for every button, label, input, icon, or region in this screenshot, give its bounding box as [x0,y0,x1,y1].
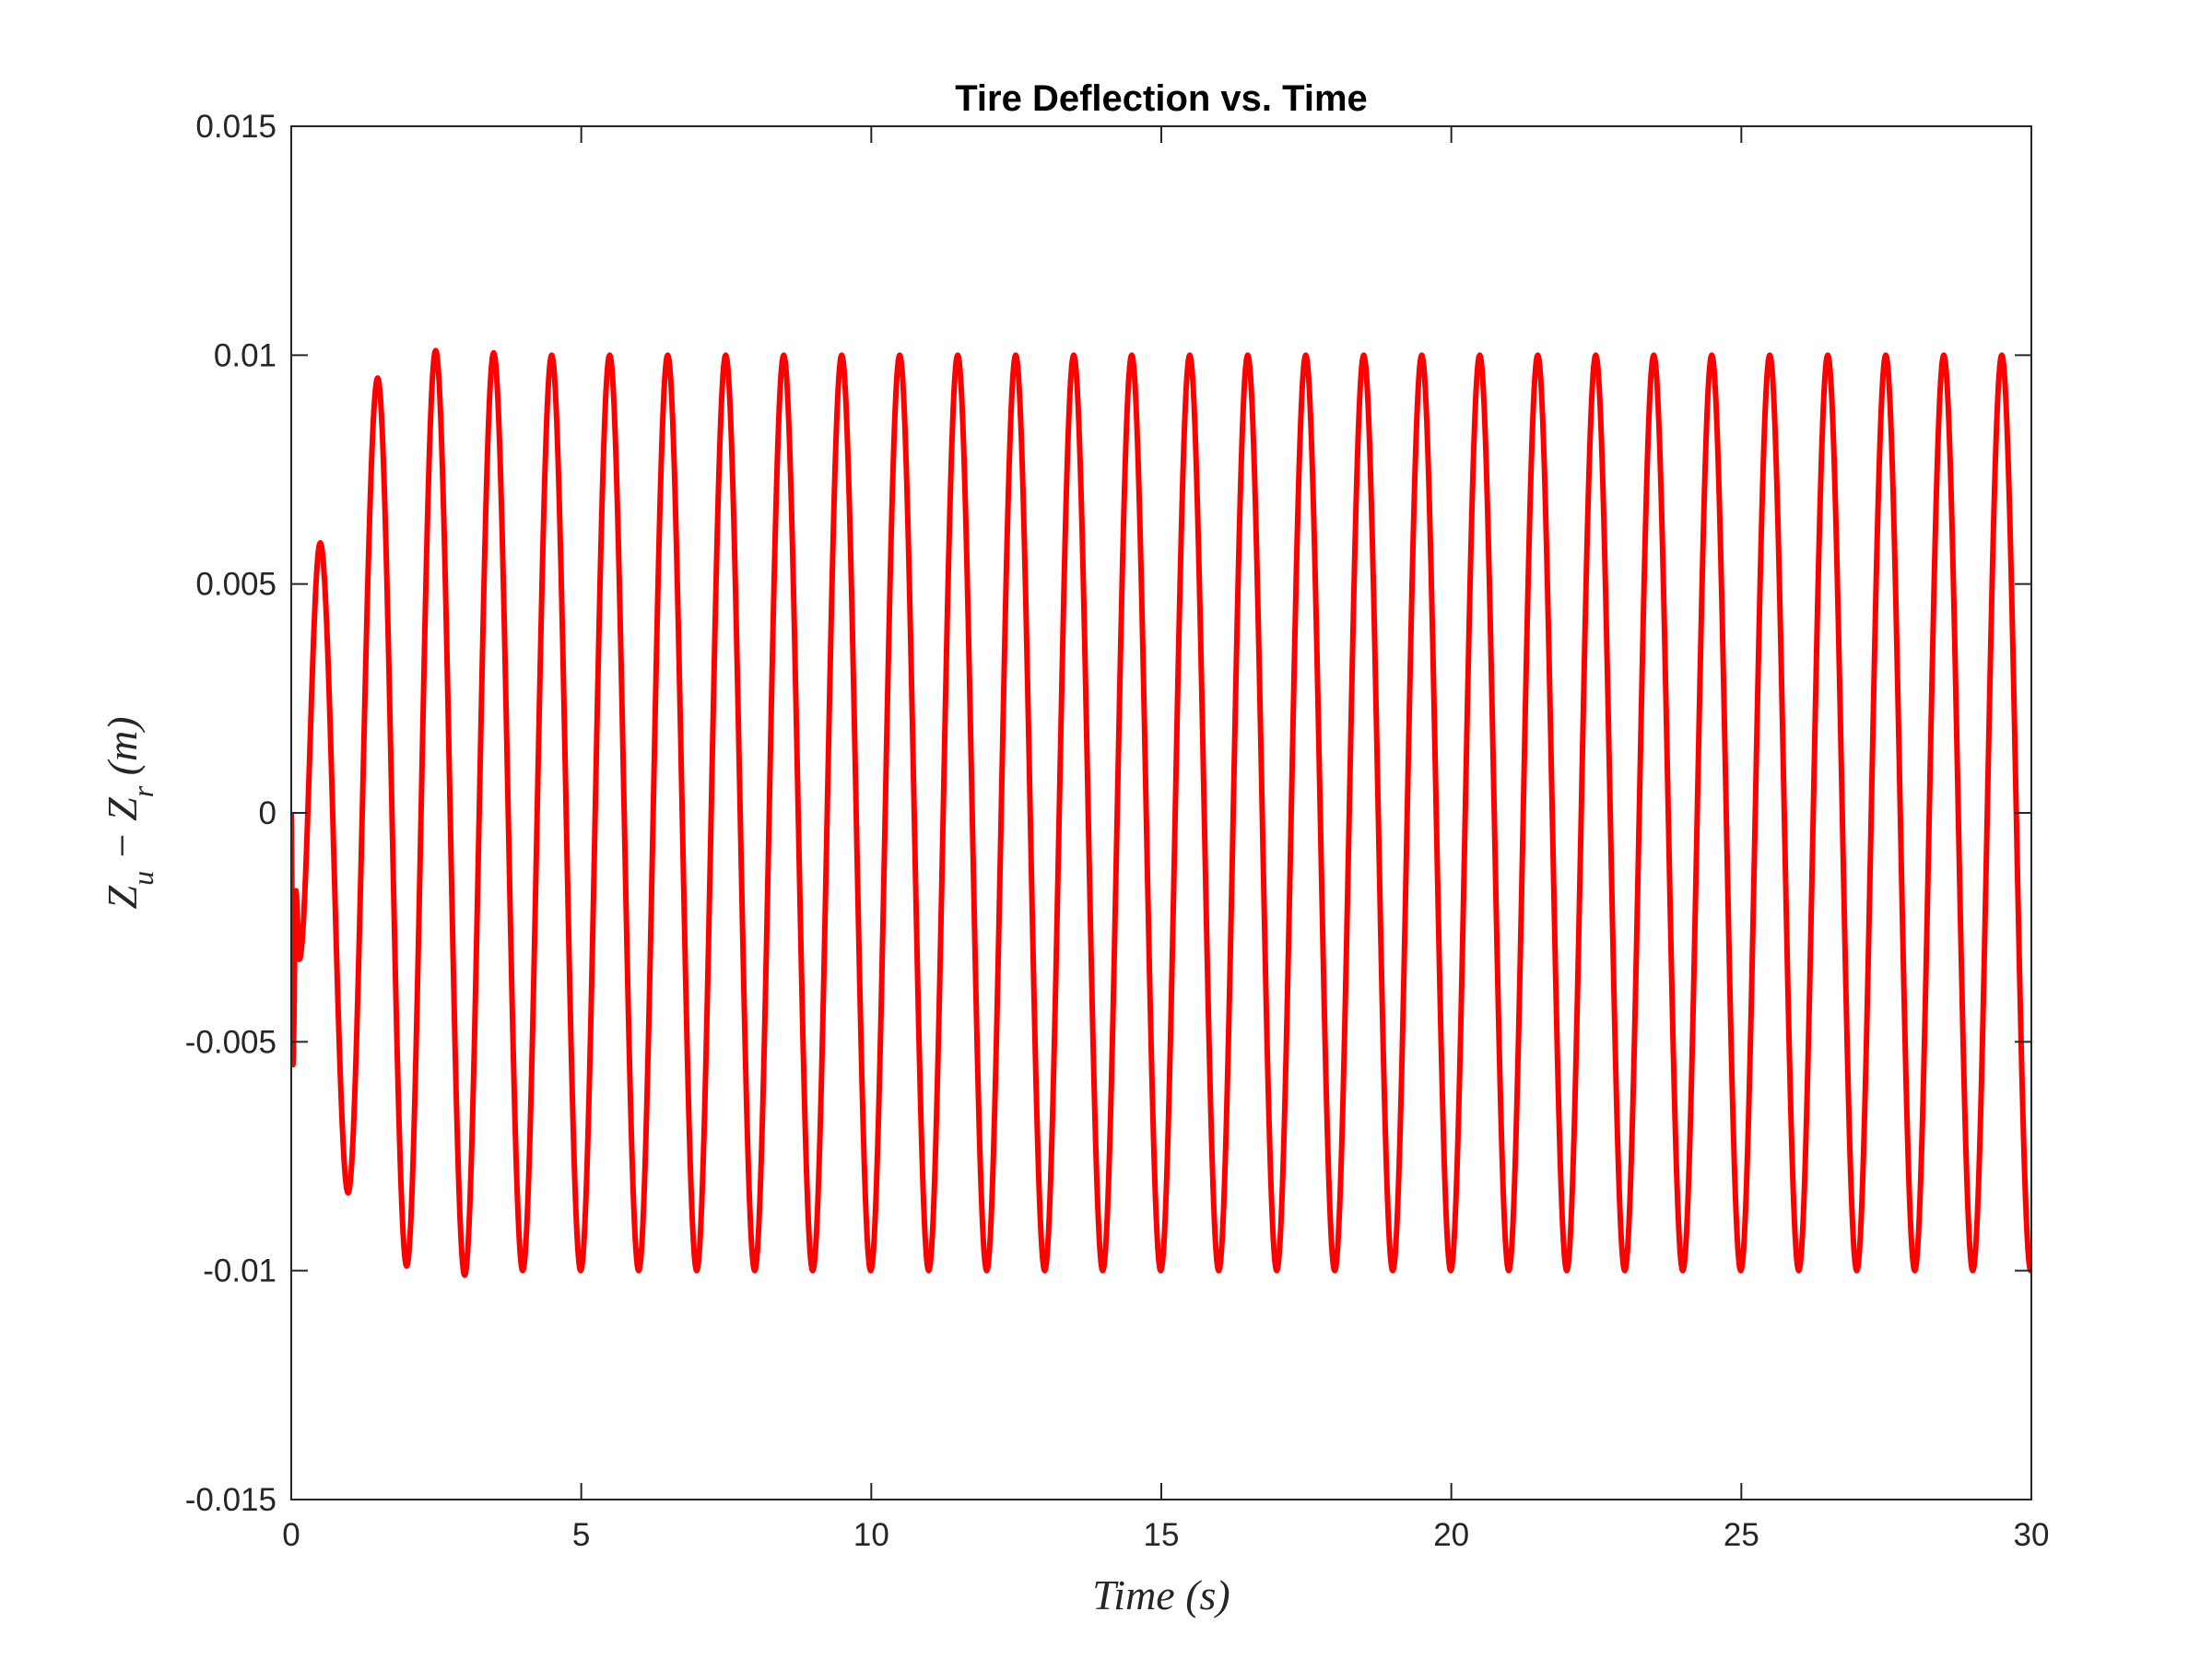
y-tick-label: 0 [259,795,276,831]
y-axis-label: Zu − Zr (m) [99,716,159,909]
x-axis: 0 5 10 15 20 25 30 [282,126,2049,1553]
x-tick-label: 30 [2014,1517,2050,1553]
x-tick-label: 10 [853,1517,889,1553]
chart-title: Tire Deflection vs. Time [955,78,1368,119]
series-line-tire-deflection [291,347,2031,1278]
x-tick-label: 0 [282,1517,300,1553]
y-tick-label: -0.01 [203,1253,276,1289]
y-tick-label: 0.015 [195,109,276,145]
x-tick-label: 5 [572,1517,590,1553]
x-tick-label: 25 [1724,1517,1759,1553]
y-tick-label: -0.005 [185,1024,276,1060]
y-tick-label: 0.01 [214,337,276,373]
y-tick-label: 0.005 [195,567,276,603]
y-axis: -0.015 -0.01 -0.005 0 0.005 0.01 0.015 [185,109,2031,1518]
x-tick-label: 20 [1433,1517,1469,1553]
x-tick-label: 15 [1144,1517,1180,1553]
y-tick-label: -0.015 [185,1482,276,1518]
x-axis-label: Time (s) [1092,1571,1230,1618]
